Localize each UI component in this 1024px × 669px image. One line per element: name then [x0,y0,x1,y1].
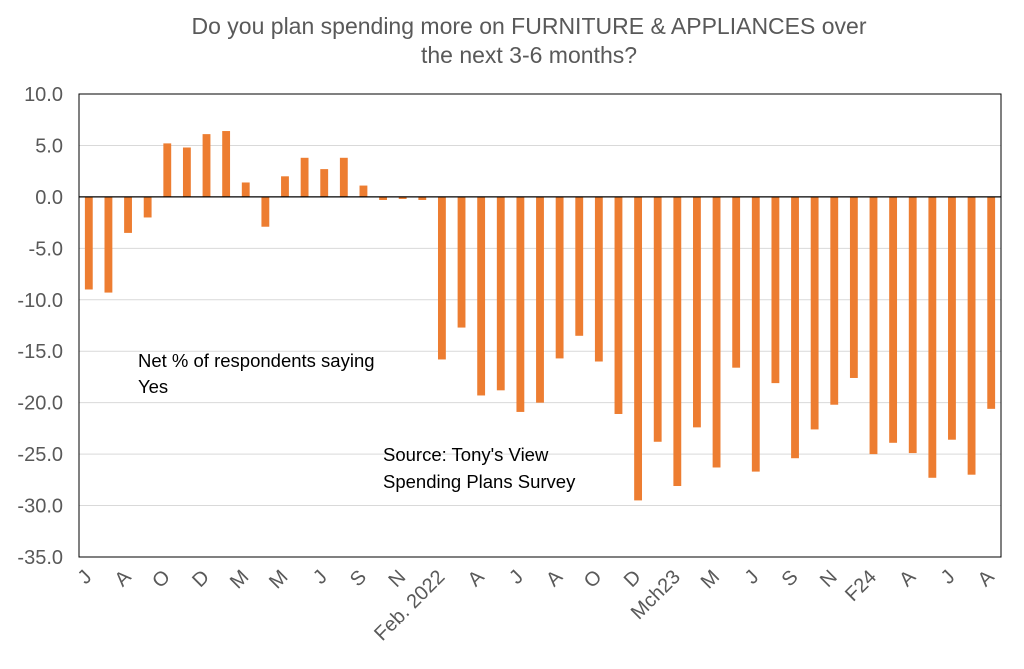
x-tick-label: J [505,566,528,589]
x-tick-label: M [697,566,724,593]
bar [908,196,917,454]
bar [948,196,956,440]
x-tick-label: F24 [841,566,881,606]
x-tick-label: M [226,566,253,593]
x-tick-label: J [937,566,960,589]
plot-area-border [78,93,1002,558]
x-tick-label: O [148,566,175,593]
y-tick-label: -5.0 [29,238,63,260]
bar [967,196,976,475]
x-tick-label: O [580,566,607,593]
bar [791,196,799,459]
bar [418,196,427,200]
bar [359,185,368,197]
x-tick-label: A [974,566,999,591]
bar [104,196,113,293]
bar [869,196,878,455]
bar [653,196,662,442]
bar [634,196,643,501]
y-tick-label: 10.0 [24,84,63,106]
x-tick-label: M [265,566,292,593]
bar [84,196,93,290]
bar [222,131,231,197]
bar [241,182,250,197]
bar [398,196,407,199]
bar [202,134,211,197]
x-tick-label: Feb. 2022 [370,566,449,645]
bar [516,196,525,412]
bar [830,196,839,405]
x-tick-label: A [464,566,489,591]
y-tick-label: -35.0 [17,547,63,569]
bar [143,196,152,218]
x-tick-label: A [542,566,567,591]
bar [594,196,603,362]
annotation-source-line-1: Source: Tony's View [383,444,549,465]
bar [182,147,191,197]
x-tick-label: N [816,566,842,592]
x-tick-label: J [309,566,332,589]
bar [300,157,309,197]
annotations: Net % of respondents saying Yes Source: … [138,350,576,492]
x-tick-label: A [895,566,920,591]
chart-title-line-1: Do you plan spending more on FURNITURE &… [192,13,867,39]
y-tick-label: -10.0 [17,290,63,312]
bar [437,196,446,360]
y-tick-label: 0.0 [35,187,63,209]
bar [163,143,172,197]
bar [457,196,466,328]
annotation-net-line-1: Net % of respondents saying [138,350,375,371]
bar [124,196,132,233]
bar [281,176,289,197]
bar [810,196,819,430]
bar [261,196,270,227]
y-tick-label: -15.0 [17,341,63,363]
bar [849,196,858,378]
bar [477,196,486,396]
chart-title: Do you plan spending more on FURNITURE &… [192,13,867,68]
y-axis-tick-labels: 10.0 5.0 0.0 -5.0 -10.0 -15.0 -20.0 -25.0 -30.0 -… [17,84,63,569]
bar [379,196,387,200]
x-tick-label: N [384,566,410,592]
bar-series [84,131,996,501]
bar [339,157,348,197]
bar [751,196,760,472]
y-tick-label: 5.0 [35,135,63,157]
x-tick-label: D [188,566,214,592]
bar [693,196,701,428]
y-tick-label: -30.0 [17,496,63,518]
bar [673,196,682,487]
annotation-source-line-2: Spending Plans Survey [383,471,576,492]
bar [732,196,741,368]
annotation-net-line-2: Yes [138,376,168,397]
bar [320,169,329,197]
bar [555,196,564,359]
x-tick-label: S [346,566,371,591]
y-tick-label: -20.0 [17,393,63,415]
bar [987,196,996,409]
y-tick-label: -25.0 [17,444,63,466]
x-tick-label: D [620,566,646,592]
bar [712,196,721,468]
x-tick-label: J [74,566,97,589]
x-tick-label: A [111,566,136,591]
x-tick-label: S [778,566,803,591]
bar [536,196,544,403]
bar [889,196,898,443]
bar [928,196,937,478]
bar [771,196,780,384]
x-tick-label: J [741,566,764,589]
bar [496,196,505,391]
bar [575,196,584,336]
chart-title-line-2: the next 3-6 months? [421,42,637,68]
bar [614,196,623,414]
